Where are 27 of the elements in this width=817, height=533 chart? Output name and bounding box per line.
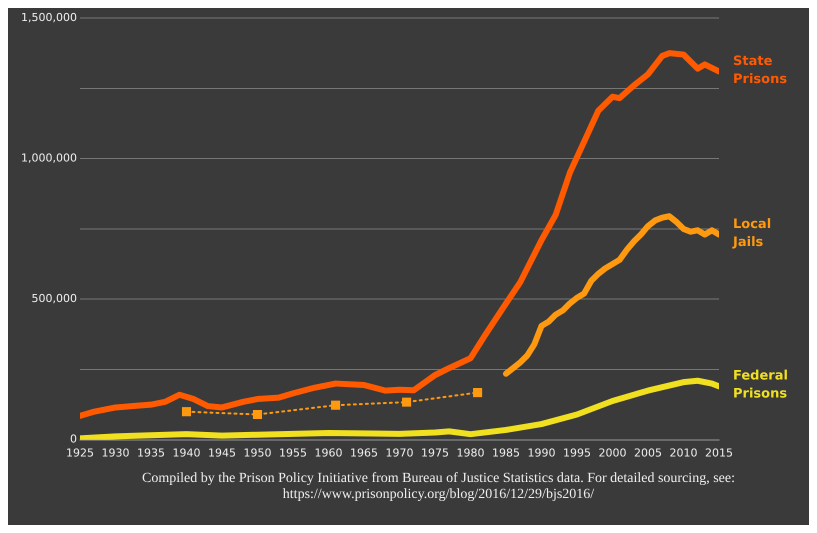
x-tick-label: 1990 (527, 446, 556, 460)
x-tick-label: 1975 (420, 446, 449, 460)
x-tick-label: 1935 (136, 446, 165, 460)
x-tick-label: 1970 (385, 446, 414, 460)
series-label: Local Jails (732, 216, 772, 250)
series-label: Federal Prisons (733, 368, 788, 402)
y-tick-label: 0 (70, 432, 77, 446)
x-tick-label: 1960 (314, 446, 342, 460)
x-tick-label: 2005 (634, 446, 662, 460)
x-tick-label: 2015 (705, 446, 733, 460)
x-tick-label: 1980 (456, 446, 484, 460)
x-tick-label: 1925 (66, 446, 94, 460)
y-tick-label: 1,000,000 (21, 151, 77, 164)
x-tick-label: 1985 (492, 446, 520, 460)
x-tick-label: 1950 (243, 446, 272, 460)
series-label: State Prisons (733, 54, 788, 87)
x-tick-label: 2010 (670, 446, 698, 460)
text: Compiled by the Prison Policy Initiative from Bureau of Justice Statistics data. For detailed sourcing, see: https://www.prisonpolicy.org/blog/2016/12/29/bjs2016/ (141, 470, 736, 503)
y-tick-label: 500,000 (31, 292, 77, 306)
x-tick-label: 2000 (598, 446, 626, 460)
x-tick-label: 1995 (562, 446, 591, 460)
y-tick-label: 1,500,000 (21, 10, 77, 24)
x-tick-label: 1940 (172, 446, 200, 460)
x-tick-label: 1945 (208, 446, 236, 460)
x-tick-label: 1955 (278, 446, 307, 460)
x-tick-label: 1965 (350, 446, 378, 460)
x-tick-label: 1930 (101, 446, 130, 460)
